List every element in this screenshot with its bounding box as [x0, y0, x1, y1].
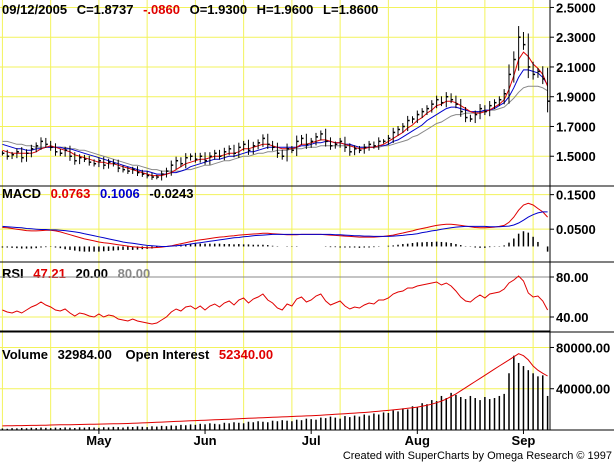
- chart-grid: [0, 0, 550, 430]
- price-ma1-line: [2, 51, 549, 177]
- macd-panel: [1, 202, 549, 252]
- volume-legend-label: Volume: [2, 347, 48, 362]
- y-tick-label: 2.3000: [556, 30, 596, 45]
- y-tick-label: 0.0500: [556, 222, 596, 237]
- volume-legend: Volume 32984.00 Open Interest 52340.00: [2, 347, 273, 362]
- macd-line: [2, 202, 548, 249]
- y-tick-label: 1.9000: [556, 90, 596, 105]
- rsi-line: [2, 275, 549, 325]
- header-low: L=1.8600: [323, 2, 378, 17]
- price-panel: [1, 26, 550, 181]
- volume-bars: [1, 355, 549, 430]
- header-high: H=1.9600: [257, 2, 314, 17]
- y-tick-label: 1.7000: [556, 119, 596, 134]
- rsi-line-path: [2, 275, 549, 325]
- macd-legend-label: MACD: [2, 186, 41, 201]
- header-open: O=1.9300: [190, 2, 247, 17]
- rsi-panel: [0, 275, 550, 332]
- rsi-legend: RSI 47.21 20.00 80.00: [2, 266, 150, 281]
- volume-legend-value: 32984.00: [58, 347, 112, 362]
- price-ma3-line: [2, 85, 548, 172]
- macd-legend-v2: 0.1006: [100, 186, 140, 201]
- macd-legend: MACD 0.0763 0.1006 -0.0243: [2, 186, 194, 201]
- y-tick-label: 80000.00: [556, 340, 610, 355]
- rsi-legend-label: RSI: [2, 266, 24, 281]
- header-change: -.0860: [143, 2, 180, 17]
- oi-legend-label: Open Interest: [125, 347, 209, 362]
- y-tick-label: 2.5000: [556, 0, 596, 15]
- y-tick-label: 0.1500: [556, 188, 596, 203]
- price-ma3-path: [2, 85, 548, 172]
- x-tick-label: Jun: [193, 433, 216, 448]
- price-bars: [1, 26, 550, 181]
- rsi-legend-v2: 20.00: [75, 266, 108, 281]
- x-tick-label: Jul: [302, 433, 321, 448]
- y-tick-label: 40000.00: [556, 382, 610, 397]
- macd-signal-line: [2, 211, 548, 247]
- header-line: 09/12/2005 C=1.8737 -.0860 O=1.9300 H=1.…: [2, 2, 378, 17]
- y-tick-label: 1.5000: [556, 149, 596, 164]
- rsi-legend-v3: 80.00: [118, 266, 151, 281]
- volume-panel: [1, 353, 549, 430]
- price-ma2-line: [2, 69, 549, 175]
- panel-separators: [0, 0, 614, 431]
- header-close: C=1.8737: [77, 2, 134, 17]
- y-tick-label: 80.00: [556, 270, 589, 285]
- macd-histogram: [1, 231, 549, 252]
- oi-legend-value: 52340.00: [219, 347, 273, 362]
- rsi-legend-v1: 47.21: [33, 266, 66, 281]
- macd-legend-v1: 0.0763: [51, 186, 91, 201]
- x-tick-label: May: [86, 433, 112, 448]
- macd-legend-v3: -0.0243: [149, 186, 193, 201]
- open-interest-path: [2, 353, 548, 427]
- price-ma2-path: [2, 69, 549, 175]
- y-tick-label: 2.1000: [556, 60, 596, 75]
- credit-text: Created with SuperCharts by Omega Resear…: [343, 450, 612, 462]
- price-ma1-path: [2, 51, 549, 177]
- x-tick-label: Sep: [512, 433, 536, 448]
- header-date: 09/12/2005: [2, 2, 67, 17]
- open-interest-line: [2, 353, 548, 427]
- y-tick-label: 40.00: [556, 310, 589, 325]
- macd-line-path: [2, 202, 548, 249]
- macd-signal-path: [2, 211, 548, 247]
- y-axis-labels: 2.5000 2.3000 2.1000 1.9000 1.7000 1.5000 0.15…: [550, 0, 610, 397]
- rsi-reference-lines: [0, 276, 550, 332]
- x-tick-label: Aug: [405, 433, 430, 448]
- x-axis-labels: May Jun Jul Aug Sep: [86, 430, 535, 448]
